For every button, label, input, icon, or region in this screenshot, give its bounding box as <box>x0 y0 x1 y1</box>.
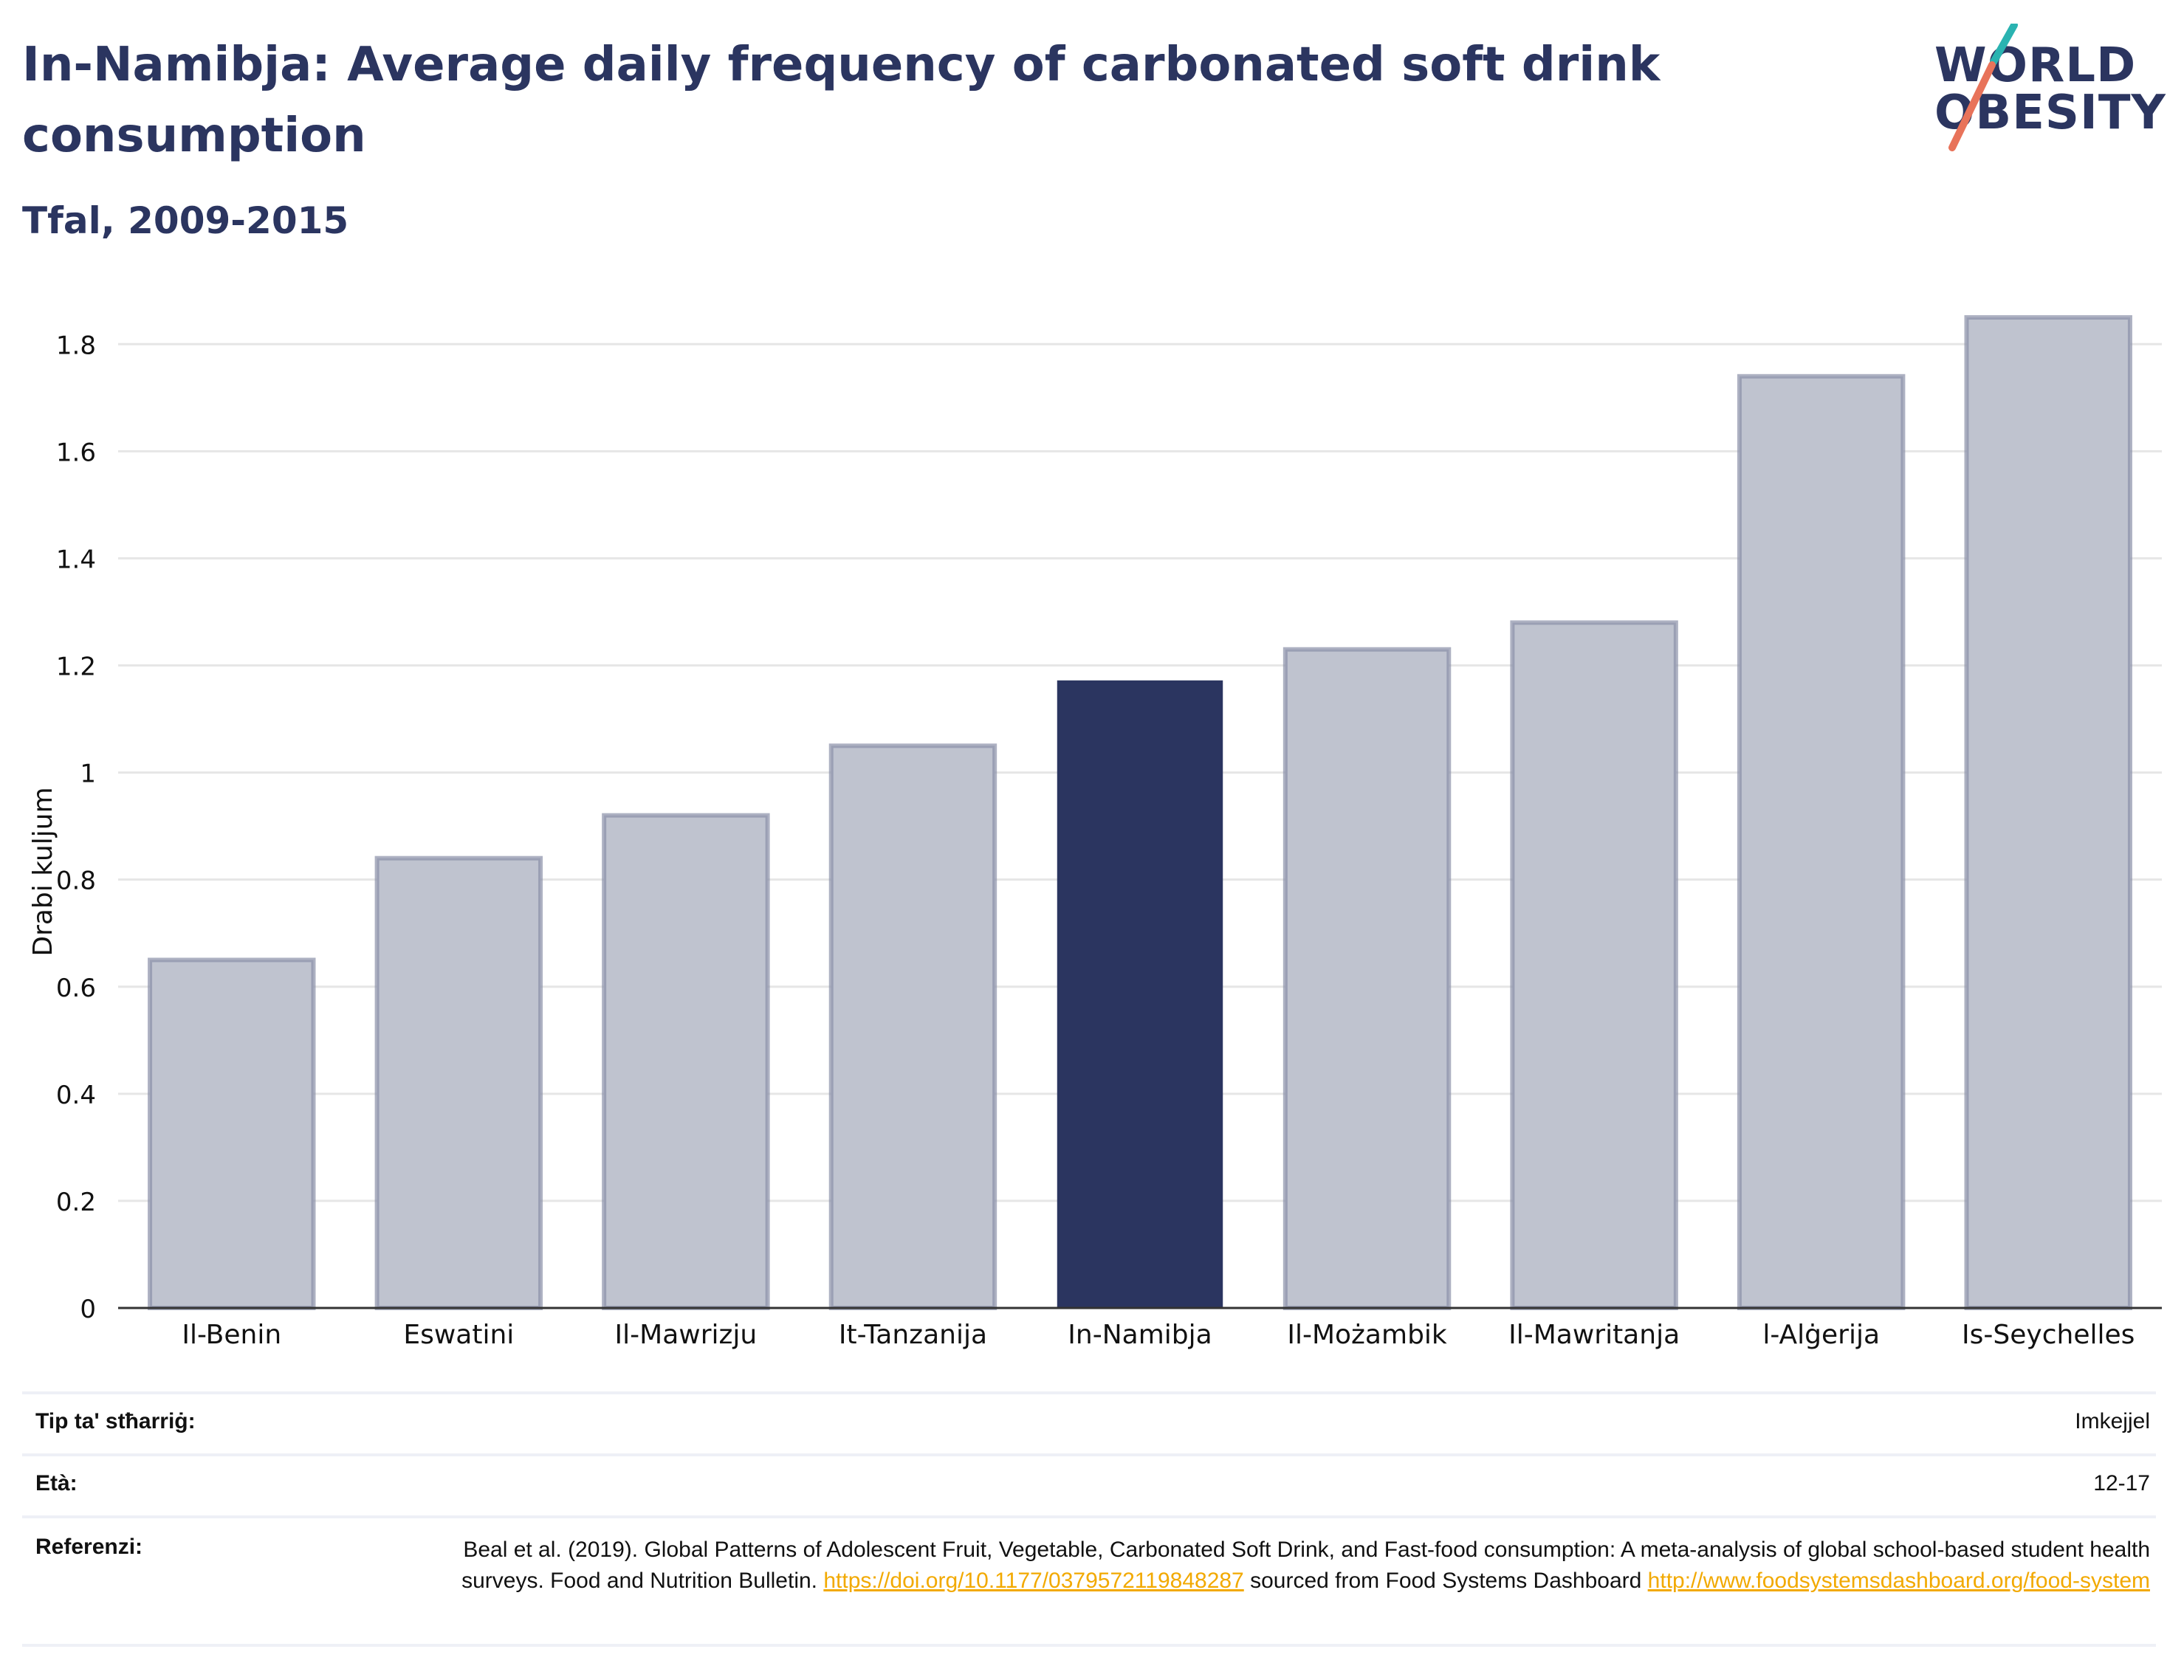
y-axis-label: Drabi kuljum <box>28 787 58 956</box>
bar-chart: 0 0.2 0.4 0.6 0.8 1 1.2 1.4 1.6 1.8 Il-Benin Eswati… <box>28 315 2162 1350</box>
y-tick-label: 1.8 <box>56 331 96 360</box>
y-tick-label: 0.8 <box>56 867 96 896</box>
bar-layer <box>148 315 2132 1311</box>
references-label: Referenzi: <box>35 1535 143 1559</box>
bar-1 <box>374 856 543 1310</box>
axis-layer: 0 0.2 0.4 0.6 0.8 1 1.2 1.4 1.6 1.8 Il-Benin Eswati… <box>56 331 2162 1350</box>
x-tick-label: Is-Seychelles <box>1962 1320 2135 1350</box>
info-row-survey-type: Tip ta' stħarriġ: Imkejjel <box>22 1391 2156 1453</box>
bar-8 <box>1964 315 2132 1310</box>
bar-2 <box>602 813 770 1310</box>
bar-3 <box>828 743 997 1310</box>
doi-link[interactable]: https://doi.org/10.1177/0379572119848287 <box>823 1569 1244 1593</box>
logo-slash-icon <box>1948 24 2018 151</box>
age-label: Età: <box>35 1471 78 1495</box>
bar-6 <box>1510 620 1678 1310</box>
x-tick-label: Il-Mawrizju <box>615 1320 758 1350</box>
info-row-references: Referenzi: Beal et al. (2019). Global Pa… <box>22 1515 2156 1647</box>
y-tick-label: 0 <box>80 1295 96 1324</box>
y-tick-label: 0.2 <box>56 1188 96 1217</box>
bar-5 <box>1282 647 1452 1310</box>
info-table: Tip ta' stħarriġ: Imkejjel Età: 12-17 Re… <box>22 1391 2156 1647</box>
y-tick-label: 0.6 <box>56 974 96 1003</box>
chart-subtitle: Tfal, 2009-2015 <box>22 199 349 242</box>
x-tick-label: Il-Benin <box>182 1320 281 1350</box>
survey-type-value: Imkejjel <box>2075 1409 2150 1433</box>
references-value: Beal et al. (2019). Global Patterns of A… <box>452 1535 2150 1597</box>
y-tick-label: 0.4 <box>56 1081 96 1110</box>
y-tick-label: 1.2 <box>56 653 96 682</box>
y-tick-label: 1.6 <box>56 438 96 467</box>
reference-source-text: sourced from Food Systems Dashboard <box>1250 1569 1642 1593</box>
x-tick-label: Il-Możambik <box>1287 1320 1447 1350</box>
logo-line-1: WORLD <box>1934 38 2137 93</box>
bar-7 <box>1737 373 1906 1311</box>
x-tick-label: Eswatini <box>403 1320 514 1350</box>
age-value: 12-17 <box>2093 1471 2150 1495</box>
x-tick-label: Il-Mawritanja <box>1508 1320 1680 1350</box>
chart-title: In-Namibja: Average daily frequency of c… <box>22 38 1661 163</box>
bar-0 <box>148 957 316 1311</box>
y-tick-label: 1.4 <box>56 545 96 574</box>
dashboard-link[interactable]: http://www.foodsystemsdashboard.org/food… <box>1647 1569 2150 1593</box>
reference-text: Beal et al. (2019). Global Patterns of A… <box>461 1538 2150 1593</box>
x-tick-label: l-Alġerija <box>1762 1320 1880 1350</box>
bar-4 <box>1057 680 1223 1309</box>
y-tick-label: 1 <box>80 760 96 789</box>
x-tick-label: In-Namibja <box>1068 1320 1212 1350</box>
survey-type-label: Tip ta' stħarriġ: <box>35 1409 196 1433</box>
x-tick-label: It-Tanzanija <box>839 1320 987 1350</box>
info-row-age: Età: 12-17 <box>22 1453 2156 1515</box>
world-obesity-logo: WORLD OBESITY <box>1926 24 2169 156</box>
